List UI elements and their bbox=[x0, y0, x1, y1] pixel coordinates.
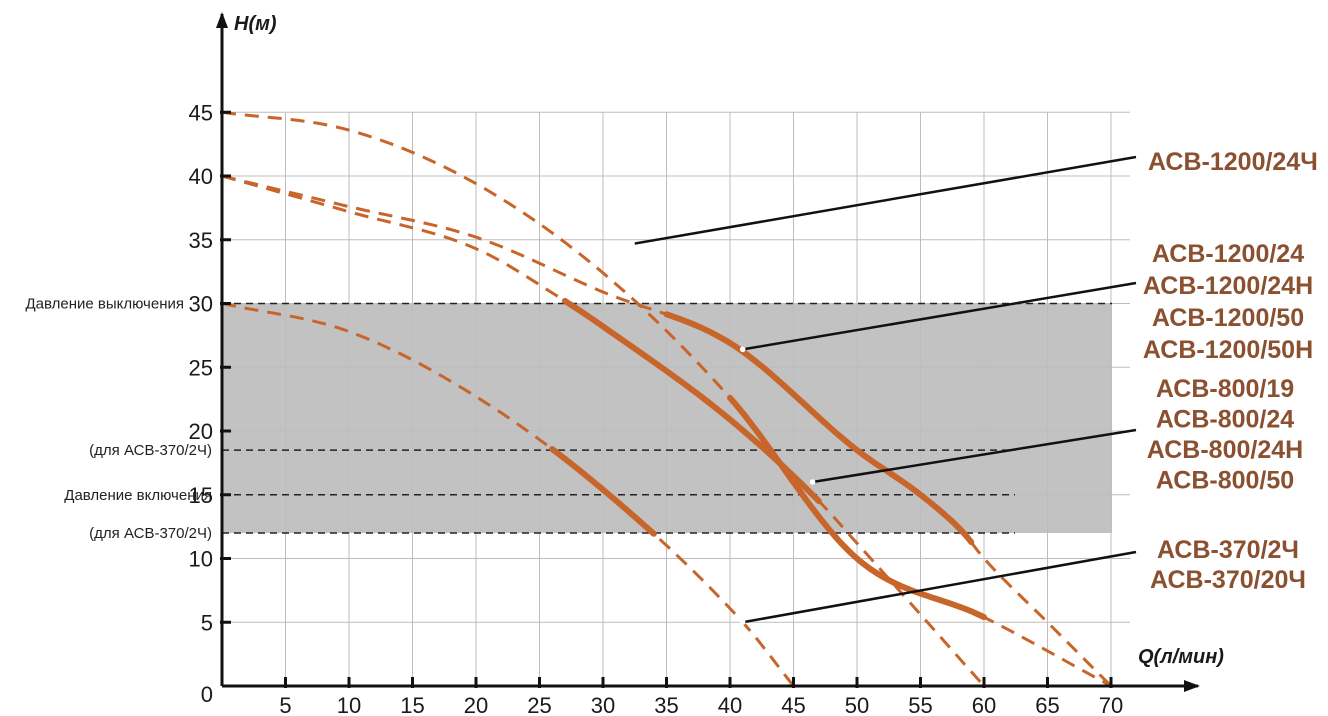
x-tick-label: 45 bbox=[781, 693, 805, 716]
y-tick-label: 40 bbox=[189, 164, 213, 189]
model-label: АСВ-1200/24Н bbox=[1143, 272, 1313, 300]
pump-curve-operating-range bbox=[549, 446, 657, 537]
model-callout: АСВ-1200/24 АСВ-1200/24Н АСВ-1200/50 АСВ-12… bbox=[739, 240, 1313, 364]
pump-curve bbox=[221, 302, 795, 687]
pump-curve-dashed bbox=[221, 174, 986, 687]
curves-layer bbox=[221, 110, 1113, 688]
x-tick-label: 15 bbox=[400, 693, 424, 716]
model-label: АСВ-800/24 bbox=[1156, 406, 1294, 434]
x-tick-label: 10 bbox=[337, 693, 361, 716]
labels-layer: АСВ-1200/24ЧАСВ-1200/24АСВ-1200/24НАСВ-1… bbox=[634, 148, 1318, 626]
callout-anchor-dot bbox=[739, 619, 746, 626]
x-tick-label: 60 bbox=[972, 693, 996, 716]
model-label: АСВ-1200/24 bbox=[1152, 240, 1304, 268]
axes-layer: 5 10 15 20 25 30 35 40 45 50 55 60 65 70 5 10 15 20 25 30 35… bbox=[189, 12, 1224, 716]
x-tick-label: 65 bbox=[1035, 693, 1059, 716]
pump-curve-operating-range bbox=[663, 311, 975, 546]
x-tick-label: 20 bbox=[464, 693, 488, 716]
y-tick-label: 25 bbox=[189, 355, 213, 380]
origin-label: 0 bbox=[201, 682, 213, 707]
y-tick-label: 15 bbox=[189, 483, 213, 508]
callout-anchor-dot bbox=[809, 479, 816, 485]
model-label: АСВ-370/2Ч bbox=[1157, 536, 1299, 564]
x-tick-label: 5 bbox=[279, 693, 291, 716]
pump-curve-dashed bbox=[221, 302, 795, 687]
callout-anchor-dot bbox=[739, 346, 746, 353]
x-tick-label: 40 bbox=[718, 693, 742, 716]
y-tick-label: 35 bbox=[189, 228, 213, 253]
pump-curve bbox=[221, 174, 1113, 688]
model-label: АСВ-1200/24Ч bbox=[1148, 148, 1318, 176]
x-tick-label: 55 bbox=[908, 693, 932, 716]
x-tick-label: 30 bbox=[591, 693, 615, 716]
model-label: АСВ-800/24Н bbox=[1147, 436, 1303, 464]
x-axis-title: Q(л/мин) bbox=[1138, 646, 1224, 668]
callout-leader-line bbox=[742, 281, 1137, 351]
pump-curve bbox=[221, 174, 986, 687]
pressure-lines-layer: Давление выключения (для АСВ-370/2Ч) Давле… bbox=[26, 296, 1112, 542]
y-tick-label: 5 bbox=[201, 610, 213, 635]
pressure-line-label: Давление выключения bbox=[26, 296, 185, 313]
pressure-line-label: (для АСВ-370/2Ч) bbox=[89, 525, 212, 542]
x-tick-label: 70 bbox=[1099, 693, 1123, 716]
y-tick-label: 20 bbox=[189, 419, 213, 444]
y-tick-label: 30 bbox=[189, 292, 213, 317]
y-tick-label: 45 bbox=[189, 100, 213, 125]
callout-leader-line bbox=[812, 428, 1137, 484]
pressure-line-label: (для АСВ-370/2Ч) bbox=[89, 442, 212, 459]
x-tick-label: 35 bbox=[654, 693, 678, 716]
model-label: АСВ-800/50 bbox=[1156, 467, 1294, 495]
callout-leader-line bbox=[742, 550, 1137, 624]
x-tick-label: 25 bbox=[527, 693, 551, 716]
y-axis-title: H(м) bbox=[234, 13, 277, 35]
model-label: АСВ-370/20Ч bbox=[1150, 566, 1306, 594]
pressure-line-label: Давление включения bbox=[64, 487, 212, 504]
model-label: АСВ-1200/50 bbox=[1152, 304, 1304, 332]
pump-curve-operating-range bbox=[561, 297, 822, 505]
callout-leader-line bbox=[634, 155, 1137, 245]
model-callout: АСВ-1200/24Ч bbox=[634, 148, 1318, 245]
model-label: АСВ-800/19 bbox=[1156, 375, 1294, 403]
y-tick-label: 10 bbox=[189, 547, 213, 572]
x-tick-label: 50 bbox=[845, 693, 869, 716]
model-label: АСВ-1200/50Н bbox=[1143, 336, 1313, 364]
